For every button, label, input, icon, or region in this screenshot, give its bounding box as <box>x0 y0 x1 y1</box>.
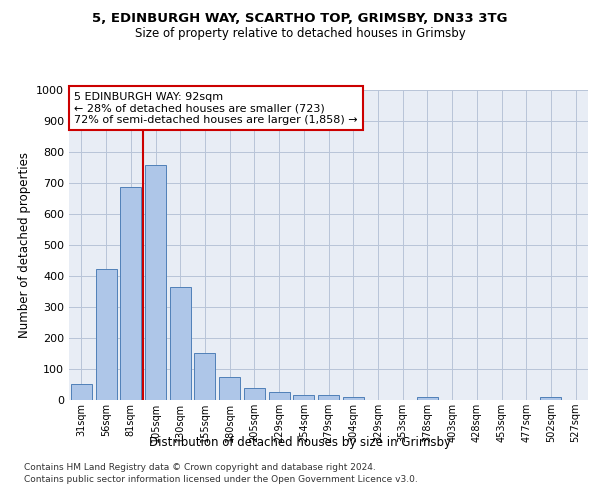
Text: 5, EDINBURGH WAY, SCARTHO TOP, GRIMSBY, DN33 3TG: 5, EDINBURGH WAY, SCARTHO TOP, GRIMSBY, … <box>92 12 508 26</box>
Bar <box>244 388 265 400</box>
Bar <box>343 397 364 400</box>
Text: Contains HM Land Registry data © Crown copyright and database right 2024.: Contains HM Land Registry data © Crown c… <box>24 464 376 472</box>
Bar <box>293 394 314 400</box>
Text: Size of property relative to detached houses in Grimsby: Size of property relative to detached ho… <box>134 28 466 40</box>
Bar <box>95 269 116 400</box>
Bar <box>219 377 240 400</box>
Bar <box>318 394 339 400</box>
Text: 5 EDINBURGH WAY: 92sqm
← 28% of detached houses are smaller (723)
72% of semi-de: 5 EDINBURGH WAY: 92sqm ← 28% of detached… <box>74 92 358 124</box>
Bar <box>417 397 438 400</box>
Bar <box>170 288 191 400</box>
Bar <box>71 384 92 400</box>
Y-axis label: Number of detached properties: Number of detached properties <box>17 152 31 338</box>
Bar <box>145 166 166 400</box>
Bar <box>120 186 141 400</box>
Bar <box>541 397 562 400</box>
Text: Distribution of detached houses by size in Grimsby: Distribution of detached houses by size … <box>149 436 451 449</box>
Text: Contains public sector information licensed under the Open Government Licence v3: Contains public sector information licen… <box>24 475 418 484</box>
Bar <box>194 352 215 400</box>
Bar <box>269 392 290 400</box>
